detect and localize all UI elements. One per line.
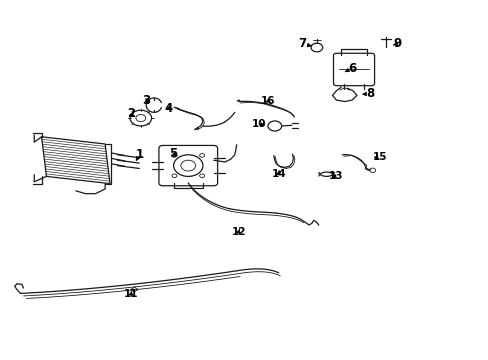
Text: 6: 6 [345, 62, 355, 75]
Text: 5: 5 [169, 147, 177, 159]
Text: 1: 1 [135, 148, 143, 161]
Text: 7: 7 [298, 37, 311, 50]
Text: 3: 3 [142, 94, 150, 107]
Text: 4: 4 [164, 102, 172, 114]
Text: 15: 15 [372, 152, 387, 162]
Text: 16: 16 [260, 96, 275, 106]
Text: 14: 14 [271, 168, 285, 179]
Text: 12: 12 [231, 227, 245, 237]
Text: 8: 8 [362, 87, 374, 100]
Text: 11: 11 [123, 289, 138, 300]
Text: 13: 13 [328, 171, 343, 181]
Text: 2: 2 [127, 107, 135, 120]
Text: 9: 9 [392, 37, 400, 50]
Text: 10: 10 [251, 119, 266, 129]
